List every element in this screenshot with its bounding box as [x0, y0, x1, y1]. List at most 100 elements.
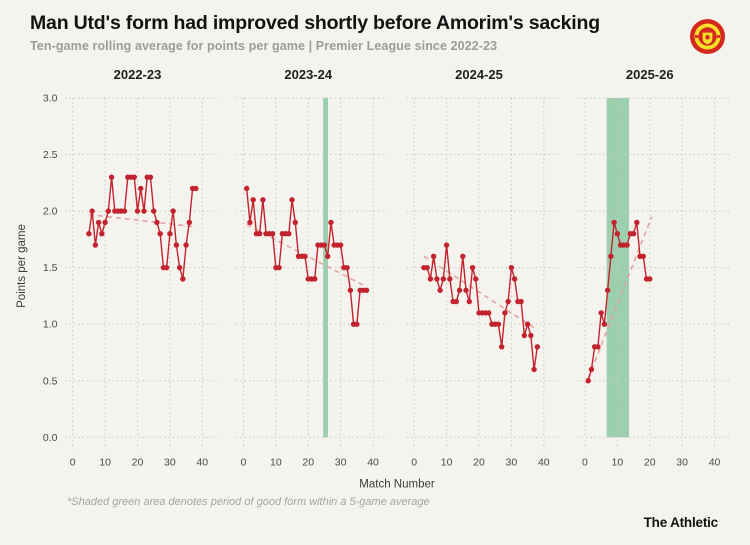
data-point — [151, 208, 157, 214]
data-point — [440, 276, 447, 282]
x-tick-label: 40 — [367, 457, 379, 469]
data-point — [99, 231, 105, 237]
data-point — [95, 219, 102, 226]
data-point — [469, 264, 476, 271]
data-point — [614, 231, 621, 237]
y-tick-label: 2.0 — [43, 206, 58, 218]
season-label: 2022-23 — [114, 67, 162, 82]
data-point — [443, 242, 450, 248]
data-point — [453, 298, 460, 305]
data-point — [521, 332, 528, 339]
data-point — [466, 298, 472, 305]
data-point — [344, 264, 350, 271]
data-point — [292, 219, 298, 226]
data-point — [611, 219, 617, 226]
x-tick-label: 0 — [241, 457, 247, 469]
data-point — [324, 253, 331, 260]
data-point — [163, 264, 170, 271]
brand-wordmark: The Athletic — [643, 515, 719, 530]
data-point — [595, 344, 601, 350]
data-point — [347, 287, 354, 293]
y-tick-label: 0.5 — [43, 375, 58, 387]
data-point — [276, 264, 282, 271]
data-point — [473, 276, 479, 282]
data-point — [498, 344, 505, 350]
data-point — [157, 231, 163, 237]
data-point — [524, 321, 531, 327]
x-tick-label: 10 — [270, 457, 282, 469]
data-point — [86, 231, 92, 237]
data-point — [486, 310, 492, 316]
data-point — [337, 242, 344, 248]
data-point — [134, 208, 141, 214]
data-point — [427, 276, 434, 282]
season-panel-2023-24: 0 10 20 30 40 2023-24 — [235, 67, 388, 469]
data-point — [640, 253, 646, 260]
x-tick-label: 30 — [506, 457, 518, 469]
data-point — [630, 231, 637, 237]
data-point — [167, 231, 173, 237]
y-tick-label: 3.0 — [43, 93, 58, 105]
crest-right-mark — [716, 35, 720, 38]
data-point — [180, 276, 186, 282]
data-point — [250, 197, 256, 203]
data-point — [243, 185, 250, 192]
data-point — [495, 321, 502, 327]
data-point — [518, 298, 524, 305]
data-point — [186, 219, 193, 226]
y-tick-label: 1.5 — [43, 262, 58, 274]
data-point — [534, 344, 541, 350]
data-point — [256, 231, 263, 237]
data-point — [608, 253, 614, 260]
data-point — [170, 208, 176, 214]
x-tick-label: 40 — [196, 457, 208, 469]
data-point — [269, 231, 276, 237]
x-tick-label: 30 — [335, 457, 347, 469]
page-title: Man Utd's form had improved shortly befo… — [30, 12, 600, 34]
y-axis-title: Points per game — [16, 224, 28, 308]
x-tick-label: 20 — [302, 457, 314, 469]
good-form-band — [606, 98, 630, 438]
crest-devil — [705, 35, 710, 40]
data-point — [437, 287, 443, 293]
data-point — [588, 366, 595, 373]
x-tick-label: 30 — [676, 457, 688, 469]
form-line — [88, 176, 196, 280]
x-tick-label: 40 — [538, 457, 550, 469]
x-tick-label: 20 — [473, 457, 485, 469]
x-tick-label: 0 — [70, 457, 76, 469]
data-point — [247, 219, 253, 226]
trend-line — [423, 255, 538, 331]
data-point — [424, 264, 430, 271]
data-point — [147, 174, 154, 180]
data-point — [328, 219, 334, 226]
data-point — [531, 366, 537, 373]
y-tick-label: 0.0 — [43, 432, 58, 444]
data-point — [585, 378, 591, 384]
y-tick-label: 2.5 — [43, 149, 58, 161]
data-point — [321, 242, 328, 248]
data-point — [434, 276, 440, 282]
data-point — [430, 253, 437, 260]
chart-footnote: *Shaded green area denotes period of goo… — [67, 496, 430, 508]
data-point — [286, 231, 292, 237]
data-point — [502, 310, 508, 316]
x-tick-label: 30 — [164, 457, 176, 469]
data-point — [528, 332, 534, 339]
data-point — [505, 298, 511, 305]
data-point — [105, 208, 112, 214]
data-point — [131, 174, 137, 180]
x-tick-label: 10 — [441, 457, 453, 469]
data-point — [508, 264, 515, 271]
data-point — [463, 287, 469, 293]
data-point — [176, 264, 183, 271]
data-point — [183, 242, 189, 248]
season-panel-2024-25: 0 10 20 30 40 2024-25 — [406, 67, 559, 469]
season-panel-2025-26: 0 10 20 30 40 2025-26 — [577, 67, 730, 469]
x-tick-label: 10 — [99, 457, 111, 469]
data-point — [302, 253, 308, 260]
data-point — [511, 276, 518, 282]
data-point — [108, 174, 115, 180]
